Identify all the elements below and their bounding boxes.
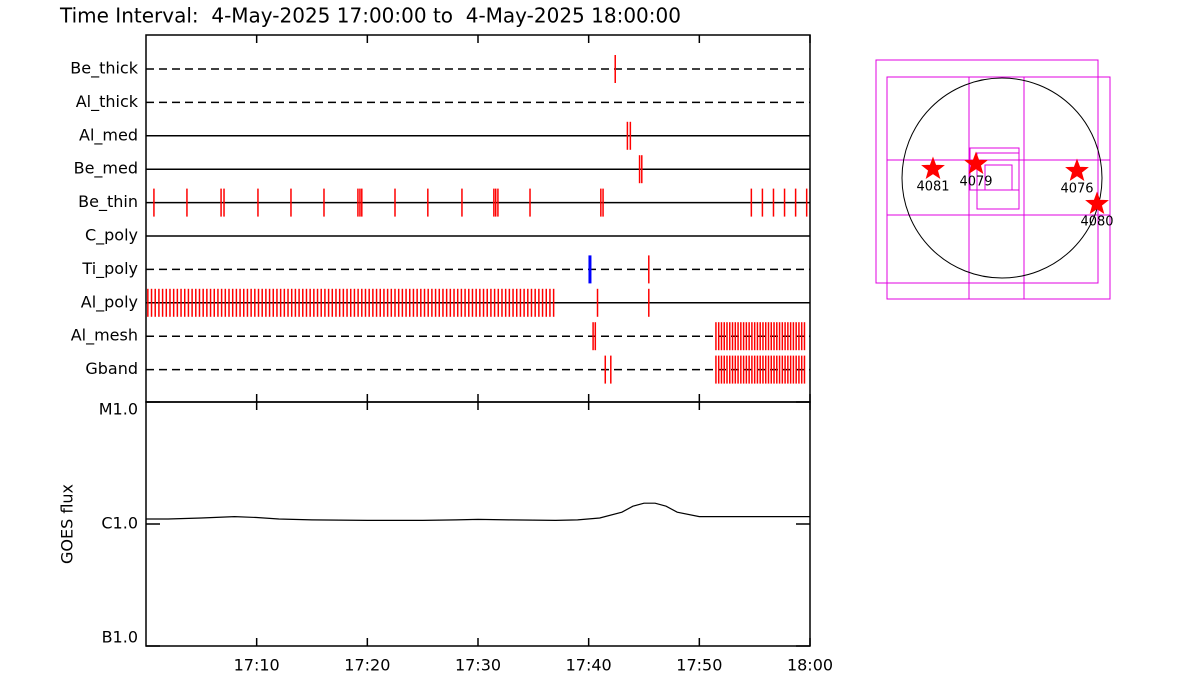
x-tick-label: 18:00 bbox=[787, 656, 833, 675]
timeline-frame bbox=[145, 34, 811, 403]
fov-frame bbox=[984, 164, 1013, 191]
region-label: 4076 bbox=[1060, 182, 1093, 197]
region-label: 4079 bbox=[959, 175, 992, 190]
sun-map bbox=[875, 59, 1111, 300]
x-tick-label: 17:20 bbox=[344, 656, 390, 675]
row-label: Gband bbox=[85, 359, 138, 378]
region-star bbox=[964, 151, 988, 175]
region-label: 4080 bbox=[1080, 215, 1113, 230]
region-star bbox=[1085, 191, 1109, 215]
goes-flux-line bbox=[146, 502, 810, 522]
row-label: Be_med bbox=[74, 159, 138, 179]
solar-limb bbox=[901, 77, 1103, 279]
goes-frame bbox=[145, 401, 811, 647]
row-label: Al_poly bbox=[81, 292, 138, 312]
row-label: Al_thick bbox=[76, 92, 139, 112]
y-axis-label: GOES flux bbox=[58, 484, 77, 564]
row-label: Al_mesh bbox=[71, 326, 138, 346]
region-label: 4081 bbox=[916, 180, 949, 195]
fov-frame bbox=[886, 76, 1111, 300]
row-label: Be_thick bbox=[70, 59, 138, 79]
region-star bbox=[921, 156, 945, 180]
fov-frame bbox=[976, 152, 1020, 210]
chart-title: Time Interval: 4-May-2025 17:00:00 to 4-… bbox=[59, 4, 681, 28]
y-tick-label: C1.0 bbox=[101, 514, 138, 533]
row-label: Be_thin bbox=[78, 192, 138, 212]
y-tick-label: M1.0 bbox=[99, 400, 138, 419]
row-label: Ti_poly bbox=[81, 259, 138, 279]
y-tick-label: B1.0 bbox=[102, 628, 138, 647]
x-tick-label: 17:40 bbox=[566, 656, 612, 675]
region-star bbox=[1065, 158, 1089, 182]
x-tick-label: 17:10 bbox=[234, 656, 280, 675]
x-tick-label: 17:50 bbox=[676, 656, 722, 675]
fov-frame bbox=[875, 59, 1099, 284]
row-label: Al_med bbox=[79, 125, 138, 145]
x-tick-label: 17:30 bbox=[455, 656, 501, 675]
row-label: C_poly bbox=[85, 226, 138, 246]
